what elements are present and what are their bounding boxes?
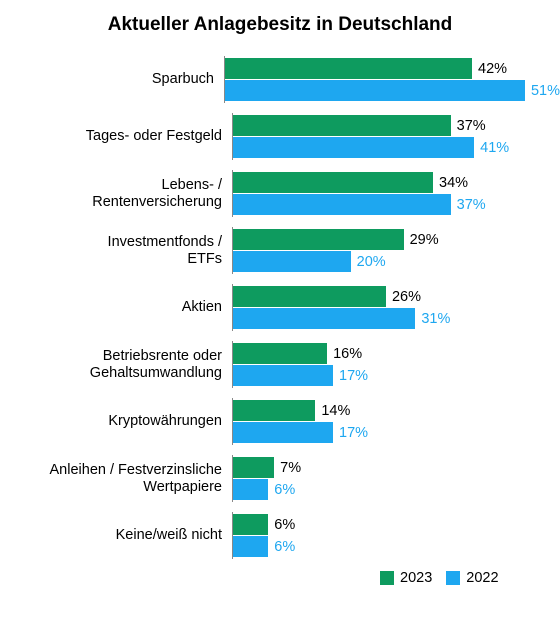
category-label: Kryptowährungen bbox=[0, 413, 232, 430]
category-label: Aktien bbox=[0, 299, 232, 316]
bar-value: 6% bbox=[274, 482, 295, 498]
legend-item: 2023 bbox=[380, 570, 432, 586]
bar-wrap: 37% bbox=[233, 115, 560, 136]
bar bbox=[233, 422, 333, 443]
bar-value: 20% bbox=[357, 254, 386, 270]
bar-value: 26% bbox=[392, 289, 421, 305]
bar-value: 37% bbox=[457, 118, 486, 134]
bar bbox=[233, 308, 415, 329]
bars-column: 42% 51% bbox=[224, 56, 560, 103]
bar bbox=[233, 479, 268, 500]
bar-value: 41% bbox=[480, 140, 509, 156]
bar bbox=[233, 137, 474, 158]
bars-column: 37%41% bbox=[232, 113, 560, 160]
chart-title: Aktueller Anlagebesitz in Deutschland bbox=[0, 14, 560, 36]
bar-value: 42% bbox=[478, 61, 507, 77]
bar-wrap: 26% bbox=[233, 286, 560, 307]
category-row: Kryptowährungen14%17% bbox=[0, 398, 560, 445]
legend-item: 2022 bbox=[446, 570, 498, 586]
bar-value: 17% bbox=[339, 425, 368, 441]
bar-wrap: 20% bbox=[233, 251, 560, 272]
category-row: Sparbuch 42% 51% bbox=[0, 56, 560, 103]
bars-column: 34%37% bbox=[232, 170, 560, 217]
bar-wrap: 6% bbox=[233, 536, 560, 557]
bar-wrap: 6% bbox=[233, 514, 560, 535]
bar bbox=[233, 536, 268, 557]
bar-wrap: 14% bbox=[233, 400, 560, 421]
bar bbox=[225, 80, 525, 101]
bar-value: 17% bbox=[339, 368, 368, 384]
category-row: Betriebsrente oderGehaltsumwandlung16%17… bbox=[0, 341, 560, 388]
category-label: Tages- oder Festgeld bbox=[0, 128, 232, 145]
category-label: Sparbuch bbox=[0, 71, 224, 88]
bar-value: 34% bbox=[439, 175, 468, 191]
bar-wrap: 31% bbox=[233, 308, 560, 329]
bar-value: 29% bbox=[410, 232, 439, 248]
bar bbox=[233, 251, 351, 272]
category-row: Anleihen / FestverzinslicheWertpapiere7%… bbox=[0, 455, 560, 502]
bar-wrap: 51% bbox=[225, 80, 560, 101]
bar-value: 7% bbox=[280, 460, 301, 476]
bar bbox=[233, 514, 268, 535]
bars-column: 29% 20% bbox=[232, 227, 560, 274]
bar-value: 6% bbox=[274, 517, 295, 533]
category-row: Lebens- /Rentenversicherung34%37% bbox=[0, 170, 560, 217]
category-label: Lebens- /Rentenversicherung bbox=[0, 177, 232, 210]
chart-container: Aktueller Anlagebesitz in Deutschland Sp… bbox=[0, 0, 560, 617]
bar-wrap: 16% bbox=[233, 343, 560, 364]
legend-swatch bbox=[380, 571, 394, 585]
bar-wrap: 37% bbox=[233, 194, 560, 215]
category-label: Investmentfonds /ETFs bbox=[0, 234, 232, 267]
bar-wrap: 17% bbox=[233, 422, 560, 443]
category-row: Tages- oder Festgeld37%41% bbox=[0, 113, 560, 160]
legend-label: 2022 bbox=[466, 570, 498, 586]
bar bbox=[233, 343, 327, 364]
bar bbox=[233, 115, 451, 136]
category-row: Investmentfonds /ETFs 29% 20% bbox=[0, 227, 560, 274]
bar-wrap: 41% bbox=[233, 137, 560, 158]
bar bbox=[225, 58, 472, 79]
category-row: Keine/weiß nicht6%6% bbox=[0, 512, 560, 559]
legend: 2023 2022 bbox=[380, 570, 499, 586]
bars-column: 7%6% bbox=[232, 455, 560, 502]
bar bbox=[233, 194, 451, 215]
bar bbox=[233, 286, 386, 307]
legend-swatch bbox=[446, 571, 460, 585]
bar-wrap: 6% bbox=[233, 479, 560, 500]
category-label: Keine/weiß nicht bbox=[0, 527, 232, 544]
bar-value: 6% bbox=[274, 539, 295, 555]
bar-value: 14% bbox=[321, 403, 350, 419]
bar bbox=[233, 365, 333, 386]
bar bbox=[233, 457, 274, 478]
bar bbox=[233, 400, 315, 421]
chart-area: Sparbuch42%51%Tages- oder Festgeld37%41%… bbox=[0, 56, 560, 559]
bars-column: 6%6% bbox=[232, 512, 560, 559]
bars-column: 26%31% bbox=[232, 284, 560, 331]
bar-value: 51% bbox=[531, 83, 560, 99]
category-row: Aktien26%31% bbox=[0, 284, 560, 331]
bars-column: 16%17% bbox=[232, 341, 560, 388]
bars-column: 14%17% bbox=[232, 398, 560, 445]
bar-wrap: 7% bbox=[233, 457, 560, 478]
bar-wrap: 29% bbox=[233, 229, 560, 250]
bar bbox=[233, 172, 433, 193]
bar-value: 16% bbox=[333, 346, 362, 362]
bar bbox=[233, 229, 404, 250]
category-label: Anleihen / FestverzinslicheWertpapiere bbox=[0, 462, 232, 495]
bar-wrap: 17% bbox=[233, 365, 560, 386]
bar-value: 37% bbox=[457, 197, 486, 213]
legend-label: 2023 bbox=[400, 570, 432, 586]
category-label: Betriebsrente oderGehaltsumwandlung bbox=[0, 348, 232, 381]
bar-wrap: 42% bbox=[225, 58, 560, 79]
bar-value: 31% bbox=[421, 311, 450, 327]
bar-wrap: 34% bbox=[233, 172, 560, 193]
